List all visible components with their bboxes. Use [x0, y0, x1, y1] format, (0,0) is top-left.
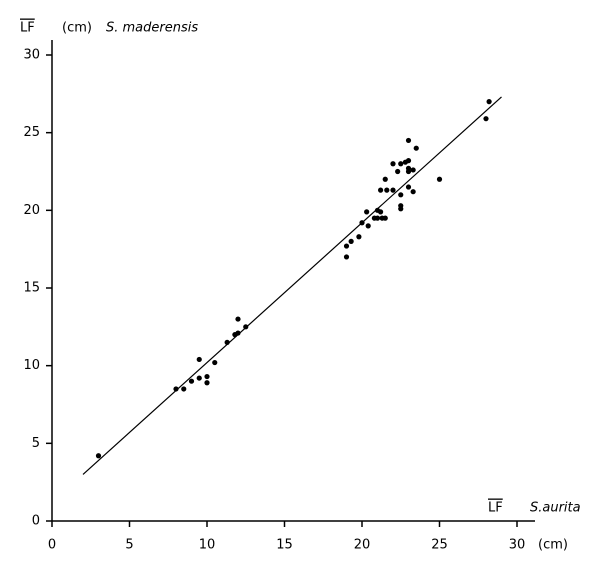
x-tick-label: 0: [48, 538, 56, 553]
point: [390, 161, 396, 167]
y-tick-label: 5: [32, 436, 40, 451]
point: [196, 375, 202, 381]
point: [364, 209, 370, 215]
point: [356, 234, 362, 240]
point: [181, 386, 187, 392]
x-tick-label: 5: [125, 538, 133, 553]
point: [235, 330, 241, 336]
point: [382, 176, 388, 182]
fit-line: [82, 96, 502, 475]
point: [405, 137, 412, 144]
x-tick-label: 10: [199, 538, 216, 553]
x-label-species: S.aurita: [530, 501, 581, 516]
y-label-var: LF: [20, 21, 35, 36]
point: [365, 223, 371, 229]
point: [395, 168, 401, 175]
y-tick-label: 0: [32, 514, 40, 529]
y-label-species: S. maderensis: [106, 21, 198, 36]
point: [348, 238, 354, 244]
point: [436, 176, 443, 182]
x-tick-label: 15: [276, 538, 293, 553]
point: [343, 243, 350, 249]
point: [359, 220, 365, 226]
point: [483, 116, 489, 122]
point: [212, 359, 218, 366]
y-tick-label: 20: [23, 203, 40, 218]
y-tick-label: 15: [23, 281, 40, 296]
point: [390, 187, 396, 193]
point: [378, 187, 384, 193]
point: [204, 380, 210, 386]
point: [405, 158, 412, 164]
x-tick-label: 20: [354, 538, 371, 553]
point: [204, 373, 210, 380]
point: [410, 167, 416, 173]
point: [486, 99, 492, 105]
point: [224, 339, 230, 345]
point: [382, 215, 388, 221]
y-tick-label: 10: [23, 358, 40, 373]
point: [173, 386, 179, 392]
point: [410, 189, 416, 195]
point: [378, 209, 384, 215]
point: [243, 324, 249, 330]
point: [95, 453, 102, 459]
point: [398, 192, 404, 198]
point: [196, 356, 202, 363]
point: [188, 378, 195, 384]
point: [384, 187, 390, 193]
x-label-var: LF: [488, 501, 503, 516]
point: [398, 161, 404, 167]
x-tick-label: 30: [509, 538, 526, 553]
point: [405, 165, 412, 171]
point: [343, 254, 350, 260]
point: [413, 145, 419, 151]
y-tick-label: 30: [23, 48, 40, 63]
point: [405, 184, 412, 190]
point: [235, 316, 241, 322]
point: [398, 206, 404, 212]
y-tick-label: 25: [23, 125, 40, 140]
y-label-unit: (cm): [62, 21, 92, 36]
x-label-unit: (cm): [538, 538, 568, 553]
point: [374, 215, 381, 221]
x-tick-label: 25: [431, 538, 448, 553]
